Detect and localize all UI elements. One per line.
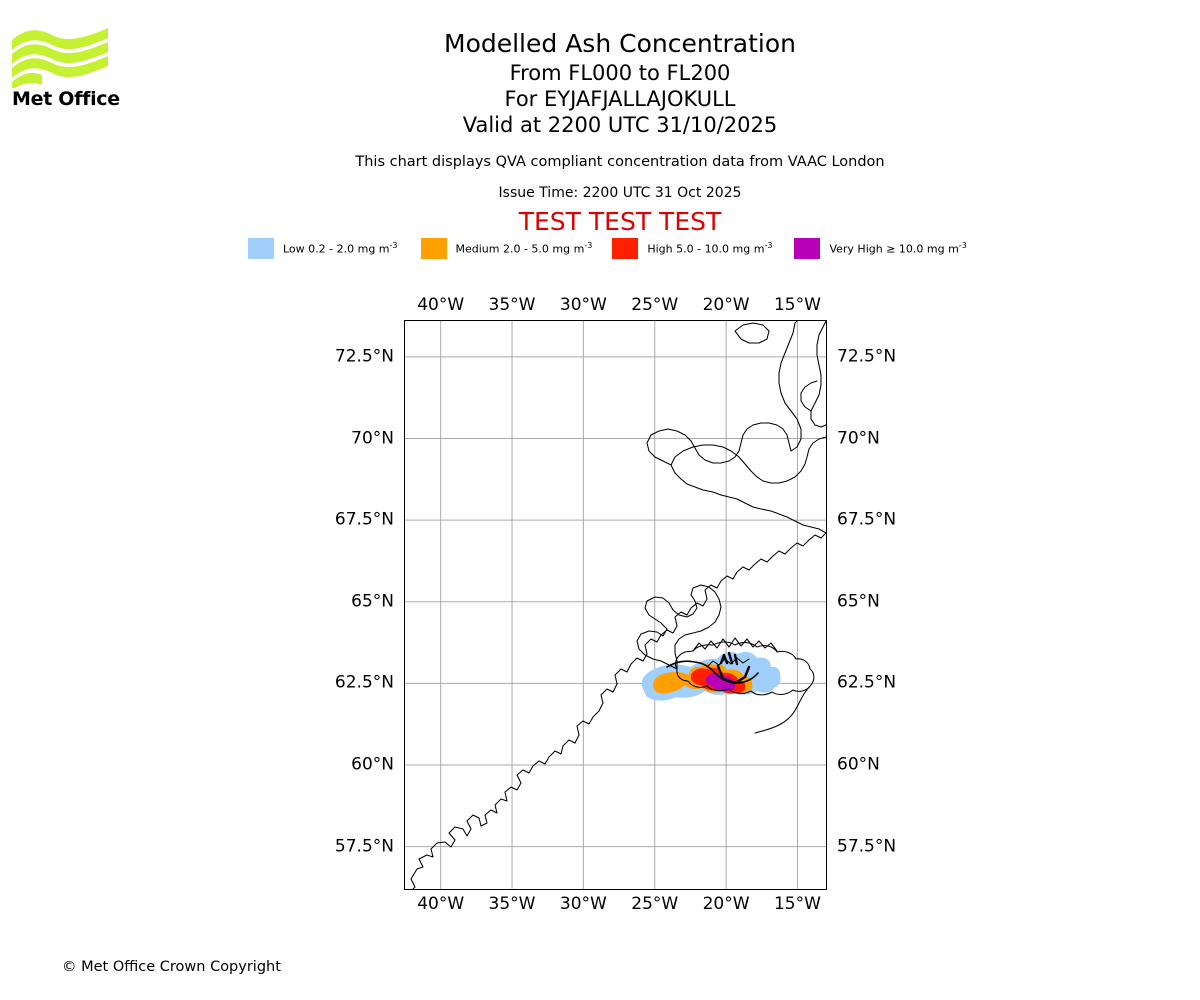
coastline-greenland-north (778, 321, 802, 452)
coastline-iceland (674, 641, 815, 696)
coastline-greenland-islet-a (734, 322, 770, 344)
lon-tick-top-40°W: 40°W (417, 295, 465, 315)
legend-label-very-high: Very High ≥ 10.0 mg m-3 (829, 241, 967, 256)
coastline-greenland-inlet (646, 422, 792, 466)
lat-tick-right-60°N: 60°N (837, 754, 880, 775)
lat-tick-left-57.5°N: 57.5°N (334, 836, 394, 857)
valid-time: Valid at 2200 UTC 31/10/2025 (462, 113, 778, 137)
lon-tick-bottom-35°W: 35°W (488, 894, 536, 914)
flight-level-range: From FL000 to FL200 (509, 61, 731, 85)
legend-label-medium: Medium 2.0 - 5.0 mg m-3 (455, 241, 593, 256)
legend-item-low: Low 0.2 - 2.0 mg m-3 (248, 238, 398, 259)
lat-tick-right-72.5°N: 72.5°N (837, 346, 897, 367)
legend-swatch-very-high (794, 238, 821, 259)
lat-tick-left-70°N: 70°N (351, 428, 394, 449)
volcano-name: For EYJAFJALLAJOKULL (504, 87, 736, 111)
issue-time: Issue Time: 2200 UTC 31 Oct 2025 (498, 185, 742, 201)
plume-contour-very-high (705, 673, 736, 692)
lat-tick-right-62.5°N: 62.5°N (837, 672, 897, 693)
legend-swatch-high (612, 238, 639, 259)
lat-tick-right-70°N: 70°N (837, 428, 880, 449)
met-office-logo-text: Met Office (12, 88, 120, 110)
map-gridlines (405, 321, 826, 889)
page-title: Modelled Ash Concentration (444, 29, 796, 58)
lon-tick-bottom-15°W: 15°W (773, 894, 821, 914)
lat-tick-left-62.5°N: 62.5°N (334, 672, 394, 693)
coastline-iceland-westfjords (636, 584, 722, 670)
lat-tick-left-67.5°N: 67.5°N (334, 509, 394, 530)
lon-tick-top-30°W: 30°W (559, 295, 607, 315)
met-office-logo: Met Office (12, 26, 132, 116)
legend-item-medium: Medium 2.0 - 5.0 mg m-3 (420, 238, 593, 259)
copyright-notice: © Met Office Crown Copyright (62, 959, 281, 975)
coastline-greenland-north-spur (800, 380, 818, 412)
volcano-land-outline (716, 651, 751, 685)
lat-tick-right-65°N: 65°N (837, 591, 880, 612)
lon-tick-top-15°W: 15°W (773, 295, 821, 315)
lat-tick-right-67.5°N: 67.5°N (837, 509, 897, 530)
map-plot-frame (404, 320, 827, 890)
coastline-iceland-south-detail (706, 657, 750, 668)
lat-tick-left-72.5°N: 72.5°N (334, 346, 394, 367)
legend-item-very-high: Very High ≥ 10.0 mg m-3 (794, 238, 967, 259)
coastline-iceland-southeast (754, 684, 812, 734)
lon-tick-bottom-25°W: 25°W (631, 894, 679, 914)
lon-tick-top-35°W: 35°W (488, 295, 536, 315)
coastline-iceland-north (692, 637, 778, 652)
lat-tick-right-57.5°N: 57.5°N (837, 836, 897, 857)
coastline-greenland-north-east (810, 321, 826, 428)
met-office-wave-icon (12, 28, 108, 88)
lat-tick-left-60°N: 60°N (351, 754, 394, 775)
legend-label-high: High 5.0 - 10.0 mg m-3 (647, 241, 773, 256)
legend-label-low: Low 0.2 - 2.0 mg m-3 (283, 241, 398, 256)
lat-tick-left-65°N: 65°N (351, 591, 394, 612)
lon-tick-bottom-40°W: 40°W (417, 894, 465, 914)
legend-swatch-low (248, 238, 274, 259)
ash-concentration-map: 40°W 40°W 35°W 35°W 30°W 30°W 25°W 25°W 20°W 20°W… (335, 297, 896, 913)
coastline-greenland (410, 532, 826, 889)
coastline-south-iceland-shore (666, 660, 759, 684)
coastlines (410, 321, 826, 889)
lon-tick-top-25°W: 25°W (631, 295, 679, 315)
map-canvas (405, 321, 826, 889)
test-banner: TEST TEST TEST (518, 207, 722, 236)
qva-note: This chart displays QVA compliant concen… (355, 154, 885, 170)
legend-swatch-medium (420, 238, 447, 259)
lon-tick-bottom-30°W: 30°W (559, 894, 607, 914)
chart-header: Modelled Ash Concentration From FL000 to… (260, 28, 980, 237)
concentration-legend: Low 0.2 - 2.0 mg m-3 Medium 2.0 - 5.0 mg… (248, 238, 992, 259)
lon-tick-bottom-20°W: 20°W (702, 894, 750, 914)
legend-item-high: High 5.0 - 10.0 mg m-3 (612, 238, 772, 259)
coastline-greenland-fjords (670, 436, 826, 534)
ash-plume (641, 651, 781, 701)
lon-tick-top-20°W: 20°W (702, 295, 750, 315)
